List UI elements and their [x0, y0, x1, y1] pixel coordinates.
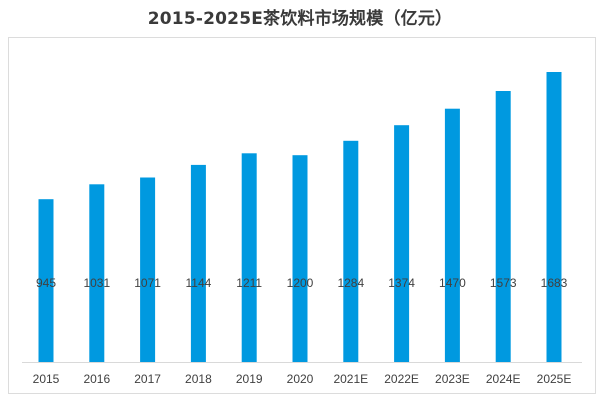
- bar-2024E: [495, 91, 511, 362]
- bar-2015: [38, 199, 54, 362]
- data-label-2020: 1200: [287, 276, 314, 290]
- x-tick-label-2017: 2017: [134, 372, 161, 386]
- bar-2025E: [546, 72, 562, 362]
- x-tick-label-2018: 2018: [185, 372, 212, 386]
- bar-2022E: [394, 125, 410, 362]
- x-tick-label-2022E: 2022E: [384, 372, 419, 386]
- data-label-2024E: 1573: [490, 276, 517, 290]
- bars-layer: [38, 72, 562, 362]
- data-label-2015: 945: [36, 276, 56, 290]
- x-tick-label-2015: 2015: [33, 372, 60, 386]
- chart-title: 2015-2025E茶饮料市场规模（亿元）: [147, 9, 453, 29]
- data-labels-layer: 945 1031 1071 1144 1211 1200 1284 1374 1470 1573 1…: [36, 276, 568, 290]
- bar-2016: [89, 184, 105, 362]
- bar-2020: [292, 155, 308, 362]
- x-tick-label-2019: 2019: [236, 372, 263, 386]
- bar-2017: [140, 177, 156, 362]
- x-tick-label-2020: 2020: [287, 372, 314, 386]
- data-label-2025E: 1683: [541, 276, 568, 290]
- data-label-2018: 1144: [185, 276, 211, 290]
- data-label-2022E: 1374: [388, 276, 415, 290]
- bar-2023E: [444, 108, 460, 362]
- data-label-2019: 1211: [236, 276, 262, 290]
- x-tick-label-2023E: 2023E: [435, 372, 470, 386]
- data-label-2016: 1031: [83, 276, 110, 290]
- bar-2021E: [343, 140, 359, 362]
- x-tick-label-2025E: 2025E: [537, 372, 572, 386]
- bar-2019: [241, 153, 257, 362]
- data-label-2021E: 1284: [337, 276, 364, 290]
- x-tick-label-2024E: 2024E: [486, 372, 521, 386]
- x-tick-label-2021E: 2021E: [333, 372, 368, 386]
- x-tick-label-2016: 2016: [83, 372, 110, 386]
- x-tick-labels-layer: 2015 2016 2017 2018 2019 2020 2021E 2022E 2023E 2…: [33, 372, 572, 386]
- data-label-2017: 1071: [134, 276, 161, 290]
- data-label-2023E: 1470: [439, 276, 466, 290]
- bar-2018: [190, 164, 206, 362]
